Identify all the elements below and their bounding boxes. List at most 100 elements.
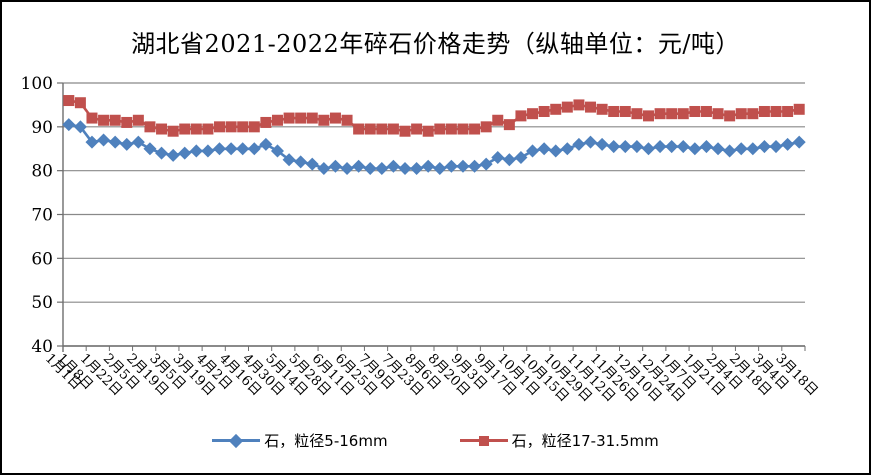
data-point-square (503, 119, 515, 131)
data-point-square (318, 114, 330, 126)
data-point-square (121, 116, 133, 128)
y-axis-label: 60 (31, 249, 53, 269)
data-point-square (98, 114, 110, 126)
data-point-square (480, 121, 492, 133)
data-point-square (747, 108, 759, 120)
chart-legend: 石，粒径5-16mm 石，粒径17-31.5mm (2, 430, 869, 451)
square-marker-icon (459, 434, 508, 448)
data-point-diamond (352, 159, 366, 173)
series-line-square (68, 99, 800, 133)
data-point-square (271, 114, 283, 126)
data-point-square (225, 121, 237, 133)
data-point-diamond (502, 153, 516, 167)
data-point-diamond (166, 148, 180, 162)
data-point-square (248, 121, 260, 133)
data-point-square (457, 123, 469, 135)
data-point-square (353, 123, 365, 135)
data-point-diamond (653, 140, 667, 154)
data-point-square (758, 105, 770, 117)
data-point-diamond (294, 155, 308, 169)
data-point-square (666, 108, 678, 120)
data-point-square (202, 123, 214, 135)
data-point-square (237, 121, 249, 133)
data-point-diamond (363, 161, 377, 175)
data-point-diamond (595, 137, 609, 151)
data-point-diamond (247, 142, 261, 156)
data-point-square (179, 123, 191, 135)
data-point-square (109, 114, 121, 126)
data-point-diamond (618, 140, 632, 154)
data-point-diamond (560, 142, 574, 156)
data-point-diamond (131, 135, 145, 149)
data-point-square (642, 110, 654, 122)
data-point-diamond (723, 144, 737, 158)
data-point-diamond (549, 144, 563, 158)
data-point-square (527, 108, 539, 120)
data-point-square (515, 110, 527, 122)
data-point-square (434, 123, 446, 135)
data-point-square (422, 125, 434, 137)
y-axis-label: 90 (31, 118, 53, 138)
data-point-square (411, 123, 423, 135)
data-point-diamond (73, 120, 87, 134)
data-point-square (700, 105, 712, 117)
data-point-square (63, 95, 75, 107)
data-point-square (387, 123, 399, 135)
data-point-diamond (224, 142, 238, 156)
data-point-diamond (734, 142, 748, 156)
data-point-diamond (120, 137, 134, 151)
data-point-diamond (781, 137, 795, 151)
y-axis-label: 80 (31, 162, 53, 182)
data-point-diamond (282, 153, 296, 167)
data-point-diamond (607, 140, 621, 154)
y-axis-label: 100 (21, 74, 53, 94)
data-point-square (190, 123, 202, 135)
data-point-diamond (746, 142, 760, 156)
data-point-diamond (665, 140, 679, 154)
data-point-square (167, 125, 179, 137)
data-point-square (399, 125, 411, 137)
data-point-diamond (270, 144, 284, 158)
data-point-square (782, 105, 794, 117)
data-point-square (608, 105, 620, 117)
data-point-square (550, 103, 562, 115)
data-point-diamond (769, 140, 783, 154)
chart-title: 湖北省2021-2022年碎石价格走势（纵轴单位：元/吨） (131, 30, 740, 58)
data-point-square (214, 121, 226, 133)
data-point-square (329, 112, 341, 124)
data-point-diamond (433, 161, 447, 175)
data-point-diamond (62, 118, 76, 132)
data-point-diamond (514, 151, 528, 165)
data-point-square (793, 103, 805, 115)
legend-label-stone-5-16mm: 石，粒径5-16mm (264, 432, 388, 450)
data-point-diamond (340, 161, 354, 175)
data-point-square (376, 123, 388, 135)
data-point-diamond (375, 161, 389, 175)
data-point-diamond (421, 159, 435, 173)
data-point-diamond (328, 159, 342, 173)
data-point-square (585, 101, 597, 113)
data-point-square (619, 105, 631, 117)
data-point-diamond (699, 140, 713, 154)
data-point-square (492, 114, 504, 126)
data-point-diamond (410, 161, 424, 175)
data-point-diamond (711, 142, 725, 156)
data-point-diamond (584, 135, 598, 149)
data-point-square (469, 123, 481, 135)
data-point-square (144, 121, 156, 133)
data-point-diamond (108, 135, 122, 149)
data-point-square (283, 112, 295, 124)
data-point-diamond (143, 142, 157, 156)
data-point-diamond (572, 137, 586, 151)
data-point-diamond (688, 142, 702, 156)
data-point-square (689, 105, 701, 117)
data-point-diamond (444, 159, 458, 173)
data-point-square (735, 108, 747, 120)
data-point-diamond (456, 159, 470, 173)
y-axis-label: 50 (31, 293, 53, 313)
data-point-square (596, 103, 608, 115)
data-point-square (631, 108, 643, 120)
data-point-square (156, 123, 168, 135)
data-point-diamond (526, 144, 540, 158)
data-point-diamond (97, 133, 111, 147)
